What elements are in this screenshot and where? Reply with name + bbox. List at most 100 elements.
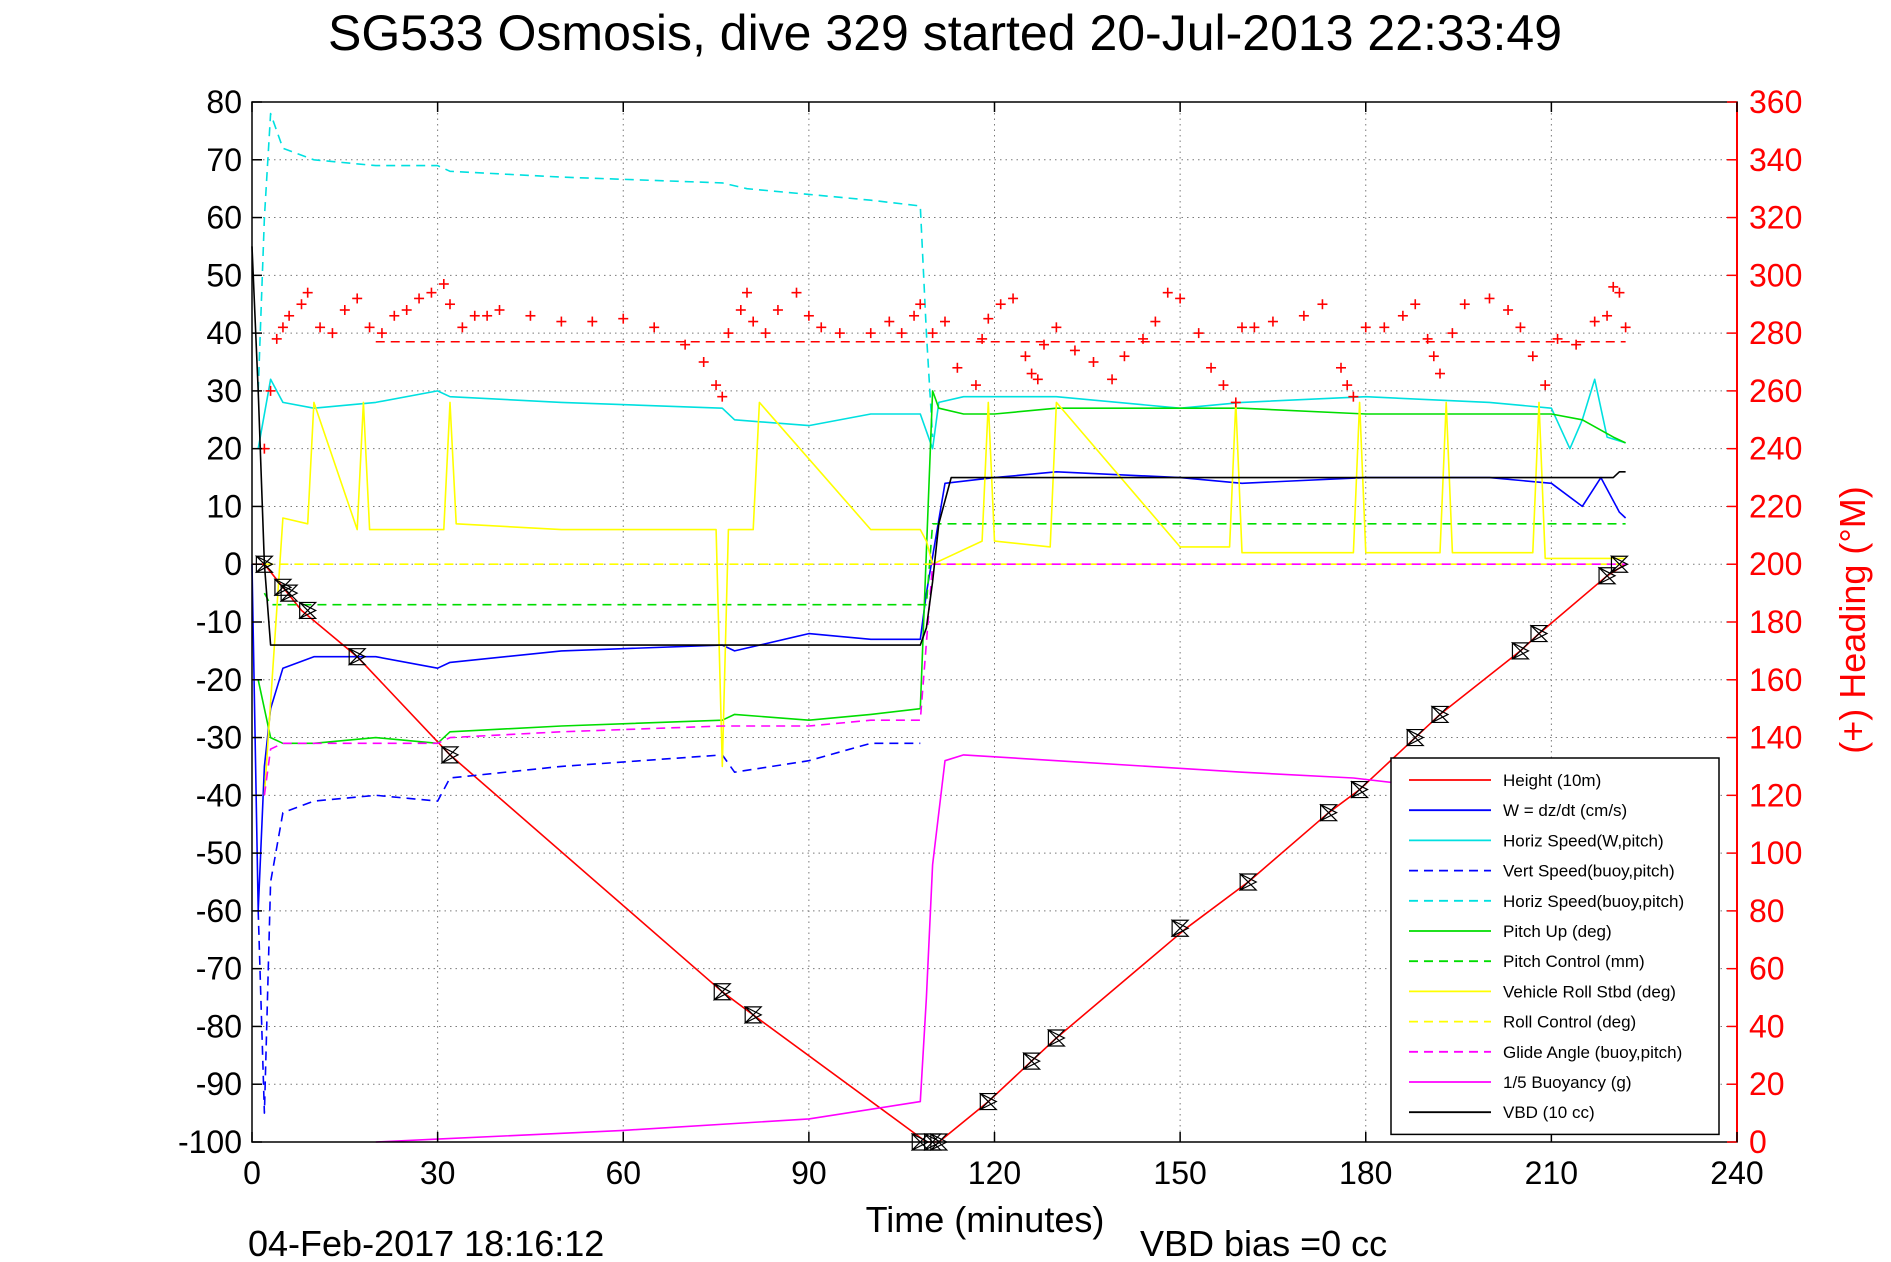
heading-point [865, 328, 876, 339]
y-right-tick-label: 360 [1749, 84, 1802, 120]
heading-point [723, 328, 734, 339]
y-right-tick-label: 260 [1749, 373, 1802, 409]
heading-point [414, 293, 425, 304]
heading-point [909, 310, 920, 321]
y-right-tick-label: 300 [1749, 257, 1802, 293]
series-pitch-control-mm [263, 522, 1626, 606]
heading-point [1602, 310, 1613, 321]
heading-point [1107, 374, 1118, 385]
heading-point [1484, 293, 1495, 304]
heading-point [1459, 299, 1470, 310]
heading-point [1589, 316, 1600, 327]
heading-point [389, 310, 400, 321]
heading-point [742, 287, 752, 298]
heading-point [896, 328, 907, 339]
heading-point [1020, 351, 1031, 362]
heading-point [1032, 374, 1043, 385]
gc-marker [1529, 624, 1549, 643]
y-right-tick-label: 40 [1749, 1008, 1785, 1044]
heading-point [1379, 322, 1390, 333]
y-right-tick-label: 340 [1749, 142, 1802, 178]
heading-point [1088, 357, 1099, 367]
heading-point [1515, 322, 1526, 333]
series-1-5-buoyancy-g [375, 754, 1403, 1143]
y-tick-label: -80 [196, 1008, 242, 1044]
gc-marker [1238, 873, 1258, 891]
heading-point [587, 316, 598, 327]
heading-point [748, 316, 759, 327]
heading-point [1360, 322, 1371, 333]
heading-point [1218, 380, 1229, 391]
heading-point [952, 362, 963, 373]
heading-point [1552, 333, 1563, 344]
y-tick-label: -60 [196, 893, 242, 929]
heading-point [1026, 368, 1037, 379]
footer-vbd-bias: VBD bias =0 cc [1140, 1223, 1387, 1262]
plot-area [251, 101, 1738, 1151]
heading-point [1150, 316, 1161, 327]
y-tick-label: 20 [206, 431, 242, 467]
series-w-dz-dt-cm-s [251, 470, 1627, 912]
y-right-tick-label: 80 [1749, 893, 1785, 929]
y-right-tick-label: 320 [1749, 200, 1802, 236]
y-tick-label: -20 [196, 662, 242, 698]
heading-point [1175, 293, 1186, 304]
heading-point [482, 310, 493, 321]
heading-point [296, 299, 307, 310]
heading-point [1620, 322, 1631, 333]
y-right-tick-label: 220 [1749, 488, 1802, 524]
heading-point [525, 310, 536, 321]
heading-point [1039, 339, 1049, 350]
heading-point [556, 316, 567, 327]
legend-label: Vert Speed(buoy,pitch) [1503, 862, 1675, 881]
axis-left: 80 70 60 50 40 30 20 10 0 -10 -20 -30 -40 -50 -60 -70 -8… [178, 84, 262, 1160]
y-tick-label: 50 [206, 257, 242, 293]
heading-point [352, 293, 363, 304]
gc-marker [1046, 1029, 1066, 1047]
y-axis-right-label: (+) Heading (°M) [1832, 486, 1873, 753]
gc-marker [743, 1005, 763, 1024]
heading-point [426, 287, 437, 298]
x-tick-label: 120 [968, 1155, 1021, 1191]
legend-label: VBD (10 cc) [1503, 1103, 1595, 1122]
heading-point [1230, 397, 1241, 408]
legend-label: Vehicle Roll Stbd (deg) [1503, 982, 1676, 1001]
y-right-tick-label: 160 [1749, 662, 1802, 698]
legend-label: Glide Angle (buoy,pitch) [1503, 1043, 1682, 1062]
gc-marker [1609, 555, 1629, 574]
heading-point [649, 322, 660, 333]
legend-label: Pitch Up (deg) [1503, 922, 1612, 941]
heading-point [302, 287, 313, 298]
heading-point [915, 299, 926, 310]
y-right-tick-label: 280 [1749, 315, 1802, 351]
gc-marker [1022, 1052, 1042, 1071]
heading-point [1614, 287, 1625, 298]
heading-point [1435, 368, 1445, 379]
heading-markers [259, 279, 1631, 454]
x-tick-label: 60 [605, 1155, 641, 1191]
gc-marker [1350, 780, 1370, 799]
heading-point [1008, 293, 1019, 304]
y-right-tick-label: 240 [1749, 431, 1802, 467]
heading-point [494, 305, 505, 315]
axis-right: 3603403203002802602402202001801601401201… [1727, 84, 1802, 1160]
x-tick-label: 30 [420, 1155, 456, 1191]
heading-point [1267, 316, 1278, 327]
heading-point [834, 328, 845, 339]
y-tick-label: 60 [206, 200, 242, 236]
heading-point [1336, 362, 1346, 373]
heading-point [1447, 328, 1458, 339]
heading-point [1193, 328, 1204, 339]
y-right-tick-label: 180 [1749, 604, 1802, 640]
heading-point [1298, 310, 1309, 321]
heading-point [284, 310, 295, 321]
data-layer [251, 112, 1631, 1151]
heading-point [1051, 322, 1062, 333]
y-tick-label: 10 [206, 488, 242, 524]
heading-point [457, 322, 468, 333]
heading-point [1348, 391, 1359, 402]
gc-marker [298, 601, 318, 620]
gc-marker [1405, 728, 1425, 747]
x-axis-label: Time (minutes) [866, 1199, 1105, 1240]
heading-point [1317, 299, 1328, 310]
